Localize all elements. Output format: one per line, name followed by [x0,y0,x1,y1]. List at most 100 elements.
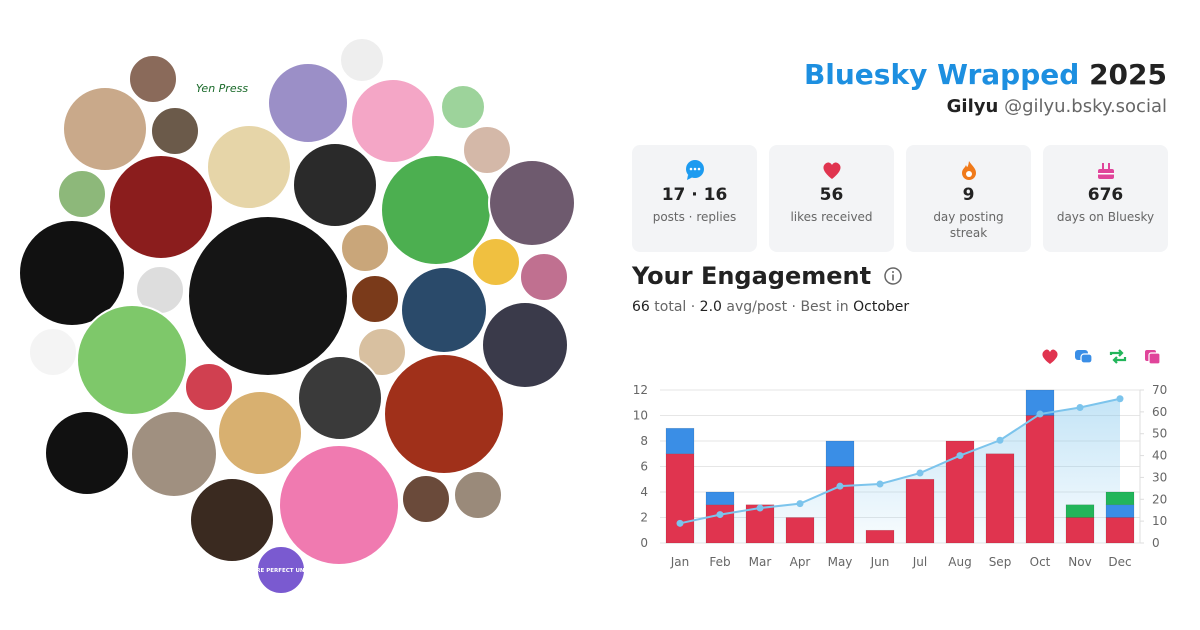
legend-likes[interactable] [1042,349,1058,364]
legend-replies[interactable] [1075,350,1093,364]
avatar[interactable] [340,223,390,273]
info-icon[interactable] [883,266,903,286]
bar [825,440,855,467]
total-label: total [654,299,687,315]
y-tick-label: 10 [633,409,648,423]
y2-tick-label: 0 [1152,536,1160,550]
avatar[interactable] [357,327,407,377]
bar [1025,415,1055,544]
avatar[interactable] [76,304,188,416]
avatar[interactable] [206,124,292,210]
avatar[interactable] [256,545,306,595]
area-point [796,500,804,508]
x-tick-label: Apr [790,555,811,569]
legend-reposts[interactable] [1109,349,1127,364]
area-point [916,469,924,477]
stat-value: 17 · 16 [661,185,728,205]
cake-icon [1098,163,1114,179]
avatar[interactable] [471,237,521,287]
avatar-text: Yen Press [196,82,248,95]
area-line [679,397,1121,525]
bar [985,453,1015,544]
avatar[interactable] [128,54,178,104]
y-tick-label: 6 [640,460,648,474]
chat-icon [686,160,704,180]
x-tick-label: Dec [1108,555,1131,569]
bar [705,504,735,544]
avatar[interactable] [400,266,488,354]
x-tick-label: Aug [948,555,971,569]
bar [825,466,855,544]
avatar[interactable] [108,154,214,260]
avatar[interactable] [57,169,107,219]
avatar[interactable] [187,215,349,377]
bar [1065,504,1095,518]
x-tick-label: Feb [709,555,730,569]
stat-label: likes received [790,210,873,224]
y2-tick-label: 50 [1152,427,1167,441]
engagement-title: Your Engagement [632,262,872,290]
avatar[interactable] [297,355,383,441]
user-handle: @gilyu.bsky.social [1004,96,1167,117]
avatar[interactable] [44,410,130,496]
avatar[interactable] [401,474,451,524]
y-tick-label: 0 [640,536,648,550]
avatar[interactable] [383,353,505,475]
avatar[interactable] [481,301,569,389]
user-line: Gilyu @gilyu.bsky.social [947,96,1167,117]
avatar[interactable] [380,154,492,266]
avatar[interactable] [488,159,576,247]
avatar[interactable] [18,219,126,327]
avatar[interactable] [462,125,512,175]
header-title: Bluesky Wrapped 2025 [804,58,1167,91]
bar [665,453,695,544]
avatar[interactable] [62,86,148,172]
legend [1042,349,1161,365]
avatar[interactable] [150,106,200,156]
y2-tick-label: 40 [1152,449,1167,463]
avatar[interactable] [350,274,400,324]
bar [1105,504,1135,518]
avatar[interactable] [217,390,303,476]
avatar[interactable] [292,142,378,228]
best-label: Best in [800,299,849,315]
avatar[interactable] [440,84,486,130]
avatar[interactable] [453,470,503,520]
x-tick-label: Nov [1068,555,1091,569]
x-tick-label: Jun [870,555,890,569]
avatar[interactable] [350,78,436,164]
y-tick-label: 4 [640,485,648,499]
avatar[interactable] [184,362,234,412]
best-month: October [853,299,910,315]
engagement-summary: 66 total · 2.0 avg/post · Best in Octobe… [632,299,909,315]
area-point [716,511,724,519]
avatar[interactable] [339,37,385,83]
y2-tick-label: 20 [1152,492,1167,506]
y-tick-label: 12 [633,383,648,397]
bar [665,427,695,455]
stat-value: 56 [819,185,844,205]
avatar[interactable] [519,252,569,302]
avatar[interactable] [278,444,400,566]
avatar[interactable] [130,410,218,498]
x-tick-label: Mar [749,555,772,569]
stat-card: 9 day posting streak [906,145,1031,252]
bar [785,517,815,544]
avatar[interactable] [267,62,349,144]
area-point [956,452,964,460]
avatar[interactable] [191,49,253,111]
bar [905,478,935,544]
avg-label: avg/post [726,299,788,315]
legend-quotes[interactable] [1145,350,1161,365]
avatar[interactable] [189,477,275,563]
y-tick-label: 2 [640,511,648,525]
fire-icon [962,161,976,180]
x-tick-label: May [828,555,853,569]
avatar[interactable] [28,327,78,377]
y2-tick-label: 60 [1152,405,1167,419]
x-tick-label: Sep [989,555,1012,569]
avg: 2.0 [699,299,722,315]
stat-card: 56 likes received [769,145,894,252]
